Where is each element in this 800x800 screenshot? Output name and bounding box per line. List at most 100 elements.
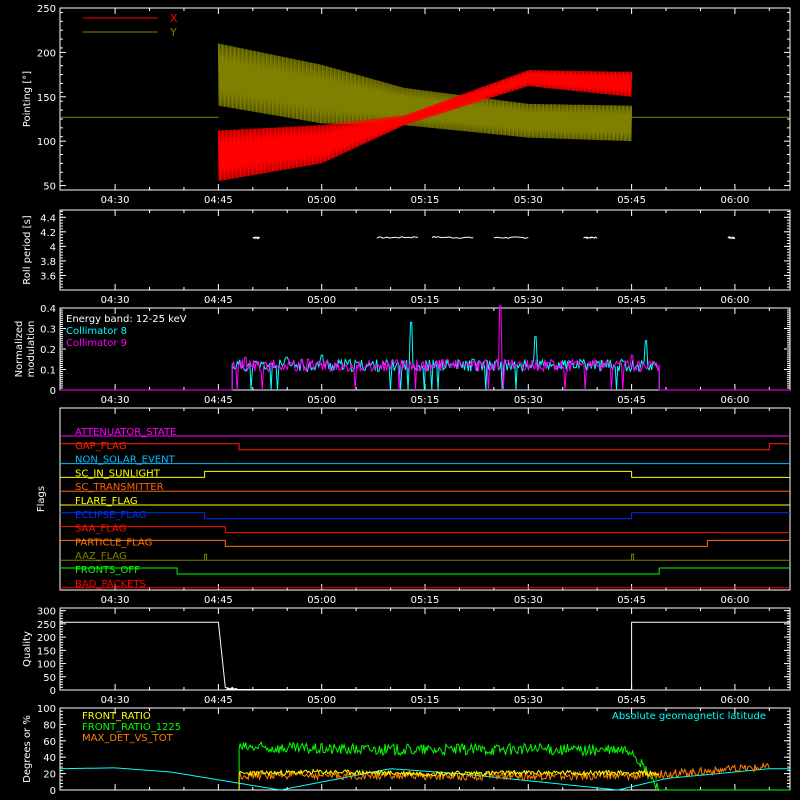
- y-tick-label: 250: [37, 620, 56, 631]
- flag-label: AAZ_FLAG: [75, 551, 127, 562]
- x-tick-label: 05:45: [617, 395, 646, 406]
- roll-period-line: [431, 235, 474, 239]
- x-tick-label: 05:45: [617, 595, 646, 606]
- x-tick-label: 05:00: [307, 395, 336, 406]
- x-tick-label: 05:15: [411, 195, 440, 206]
- x-tick-label: 04:30: [101, 195, 130, 206]
- flag-label: FRONTS_OFF: [75, 565, 140, 576]
- x-tick-label: 06:00: [720, 295, 749, 306]
- quality-line: [60, 621, 790, 690]
- x-tick-label: 06:00: [720, 395, 749, 406]
- y-tick-label: 150: [37, 93, 56, 104]
- series-x-line: [217, 70, 633, 182]
- x-tick-label: 05:30: [514, 195, 543, 206]
- x-tick-label: 06:00: [720, 595, 749, 606]
- y-axis-label: Degrees or %: [22, 715, 33, 783]
- y-tick-label: 4.2: [40, 228, 56, 239]
- panel-pointing: [59, 7, 791, 191]
- x-tick-label: 04:30: [101, 695, 130, 706]
- y-tick-label: 150: [37, 646, 56, 657]
- y-axis-label: modulation: [26, 321, 37, 378]
- flag-line: [60, 539, 790, 547]
- geomag-latitude-line: [59, 767, 790, 791]
- y-tick-label: 3.6: [40, 271, 56, 282]
- y-tick-label: 50: [43, 673, 56, 684]
- flag-label: SC_TRANSMITTER: [75, 482, 164, 493]
- y-tick-label: 200: [37, 48, 56, 59]
- y-axis-label: Pointing [°]: [22, 71, 33, 127]
- series-collimator-8-line: [60, 321, 790, 391]
- quality-blip: [225, 686, 240, 691]
- y-tick-label: 100: [37, 704, 56, 715]
- energy-band-annotation: Energy band: 12-25 keV: [66, 314, 187, 325]
- legend-label-collimator: Collimator 8: [66, 326, 127, 337]
- series-front-ratio-1225-line: [238, 740, 660, 791]
- y-axis-label: Roll period [s]: [22, 215, 33, 284]
- x-tick-label: 05:00: [307, 295, 336, 306]
- y-tick-label: 4: [50, 242, 56, 253]
- x-tick-label: 04:30: [101, 395, 130, 406]
- legend-label-ratio: FRONT_RATIO: [82, 711, 151, 722]
- x-tick-label: 05:45: [617, 295, 646, 306]
- legend-label-ratio: FRONT_RATIO_1225: [82, 722, 181, 733]
- x-tick-label: 05:00: [307, 195, 336, 206]
- flag-label: FLARE_FLAG: [75, 496, 138, 507]
- flag-line: [60, 526, 790, 534]
- x-tick-label: 05:15: [411, 295, 440, 306]
- x-tick-label: 05:00: [307, 695, 336, 706]
- flag-label: ATTENUATOR_STATE: [75, 427, 176, 438]
- roll-period-line: [252, 236, 261, 240]
- y-tick-label: 0: [50, 386, 56, 397]
- x-tick-label: 04:30: [101, 295, 130, 306]
- panel-frame: [59, 607, 791, 691]
- x-tick-label: 05:15: [411, 695, 440, 706]
- roll-period-line: [376, 236, 419, 239]
- y-tick-label: 200: [37, 633, 56, 644]
- x-tick-label: 05:15: [411, 395, 440, 406]
- series-max-det-vs-tot-line: [238, 761, 770, 790]
- flag-line: [60, 567, 790, 575]
- x-tick-label: 05:45: [617, 695, 646, 706]
- y-tick-label: 0.4: [40, 304, 56, 315]
- y-tick-label: 50: [43, 182, 56, 193]
- y-tick-label: 0.2: [40, 345, 56, 356]
- series-front-ratio-line: [238, 768, 660, 790]
- legend-label-y: Y: [169, 26, 177, 39]
- geomag-latitude-annotation: Absolute geomagnetic latitude: [612, 711, 766, 722]
- x-tick-label: 04:45: [204, 595, 233, 606]
- flag-label: GAP_FLAG: [75, 441, 127, 452]
- panel-flags: [59, 407, 791, 591]
- x-tick-label: 04:45: [204, 195, 233, 206]
- x-tick-label: 05:00: [307, 595, 336, 606]
- panel-roll: [59, 209, 791, 291]
- panel-modulation: [59, 307, 791, 391]
- y-axis-label: Quality: [22, 631, 33, 667]
- flag-pulse: [204, 553, 208, 561]
- x-tick-label: 04:45: [204, 295, 233, 306]
- roll-period-line: [493, 236, 529, 239]
- y-tick-label: 100: [37, 137, 56, 148]
- y-tick-label: 40: [43, 753, 56, 764]
- flag-pulse: [631, 553, 635, 561]
- y-tick-label: 0.1: [40, 366, 56, 377]
- flag-label: BAD_PACKETS: [75, 579, 146, 590]
- y-tick-label: 250: [37, 4, 56, 15]
- y-tick-label: 100: [37, 660, 56, 671]
- flag-label: SC_IN_SUNLIGHT: [75, 468, 161, 479]
- flag-label: NON_SOLAR_EVENT: [75, 455, 176, 466]
- flag-line: [60, 443, 790, 451]
- y-tick-label: 300: [37, 607, 56, 618]
- legend-label-collimator: Collimator 9: [66, 338, 127, 349]
- x-tick-label: 05:30: [514, 595, 543, 606]
- x-tick-label: 05:30: [514, 695, 543, 706]
- flag-line: [60, 470, 790, 478]
- x-tick-label: 05:15: [411, 595, 440, 606]
- y-tick-label: 60: [43, 737, 56, 748]
- roll-period-line: [583, 235, 598, 240]
- x-tick-label: 06:00: [720, 195, 749, 206]
- series-y-line: [217, 43, 633, 142]
- y-tick-label: 0: [50, 786, 56, 797]
- x-tick-label: 06:00: [720, 695, 749, 706]
- roll-period-line: [727, 235, 736, 240]
